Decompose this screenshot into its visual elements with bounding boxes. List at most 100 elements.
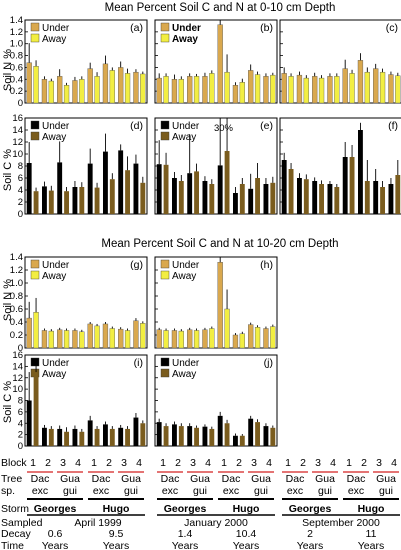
legend-swatch-away (160, 368, 170, 378)
bar-away (364, 181, 370, 214)
y-tick-label: 4 (18, 185, 23, 196)
block-number: 4 (136, 457, 142, 469)
bar-under (232, 85, 239, 104)
legend-swatch-under (30, 259, 40, 269)
bar-under (202, 76, 208, 104)
legend-label-away: Away (172, 132, 196, 143)
y-tick-label: 1.0 (10, 278, 23, 289)
y-label-c-top: Soil C % (2, 149, 14, 191)
y-tick-label: 2 (18, 430, 23, 441)
bar-away (224, 151, 230, 214)
bar-away (125, 428, 131, 446)
bar-under (156, 422, 162, 446)
bar-away (64, 191, 70, 214)
bar-under (72, 80, 78, 104)
bar-away (193, 330, 200, 349)
block-number: 4 (391, 457, 397, 469)
bar-away (349, 73, 355, 104)
bar-away (288, 76, 294, 104)
bottom-title: Mean Percent Soil C and N at 10-20 cm De… (101, 238, 338, 250)
bar-under (102, 63, 109, 104)
bar-away (163, 330, 169, 349)
panel-letter: (j) (264, 357, 273, 369)
bar-under (102, 323, 109, 349)
legend-label-under: Under (42, 358, 70, 369)
bar-away (140, 323, 146, 349)
bar-away (124, 73, 131, 104)
bar-under (87, 163, 93, 214)
y-tick-label: 8 (18, 161, 23, 172)
bar-away (194, 427, 200, 446)
legend-label-away: Away (42, 271, 66, 282)
bar-under (187, 76, 193, 104)
bar-away (379, 71, 386, 104)
bar-away (334, 76, 340, 104)
bar-under (373, 181, 379, 214)
bar-under (388, 74, 394, 104)
bar-under (217, 24, 223, 104)
bar-under (263, 184, 269, 214)
species-epithet: gui (124, 485, 138, 497)
bar-away (163, 426, 169, 446)
y-tick-label: 1.0 (10, 39, 23, 50)
y-tick-label: 2 (18, 197, 23, 208)
bar-away (380, 187, 386, 214)
block-number: 1 (346, 457, 352, 469)
species-epithet: exc (348, 485, 364, 497)
block-number: 3 (251, 457, 257, 469)
block-number: 3 (60, 457, 66, 469)
bar-under (118, 427, 124, 446)
y-tick-label: 14 (12, 125, 23, 136)
bar-under (327, 184, 333, 214)
bar-away (94, 76, 100, 104)
bar-away (254, 74, 261, 104)
bar-under (327, 76, 333, 104)
y-tick-label: 10 (12, 149, 23, 160)
decay-unit: Years (233, 540, 259, 550)
species-genus: Gua (190, 473, 210, 485)
y-tick-label: 0 (18, 343, 23, 354)
decay-unit: Years (103, 540, 129, 550)
bar-under (232, 193, 238, 214)
bar-away (163, 164, 169, 214)
decay-value: 0.6 (48, 528, 63, 540)
species-epithet: gui (318, 485, 332, 497)
bar-away (395, 175, 401, 214)
bar-under (57, 329, 63, 349)
bar-under (171, 178, 177, 214)
bar-away (270, 74, 276, 104)
panel-frame (154, 19, 278, 104)
species-epithet: exc (32, 485, 48, 497)
block-number: 2 (300, 457, 306, 469)
bar-under (133, 417, 139, 446)
decay-unit: Years (42, 540, 68, 550)
species-epithet: gui (254, 485, 268, 497)
block-number: 4 (330, 457, 336, 469)
bar-away (94, 325, 100, 349)
bar-under (217, 165, 223, 214)
legend-swatch-away (30, 33, 40, 43)
bar-away (94, 187, 100, 214)
sampled-label: Sampled (1, 517, 43, 529)
species-genus: Gua (376, 473, 396, 485)
species-genus: Gua (60, 473, 80, 485)
panel-f: (f) (279, 117, 401, 215)
decay-value: 9.5 (109, 528, 124, 540)
bar-under (281, 160, 287, 214)
species-genus: Dac (92, 473, 111, 485)
species-genus: Dac (286, 473, 305, 485)
bar-away (178, 426, 184, 446)
panel-letter: (g) (130, 259, 143, 271)
y-tick-label: 14 (12, 361, 23, 372)
decay-value: 1.4 (178, 528, 193, 540)
species-epithet: exc (93, 485, 109, 497)
legend-label-under: Under (172, 23, 201, 34)
bar-away (288, 169, 294, 214)
bar-under (41, 186, 47, 214)
panel-letter: (c) (386, 22, 398, 34)
panel-frame (24, 19, 148, 104)
